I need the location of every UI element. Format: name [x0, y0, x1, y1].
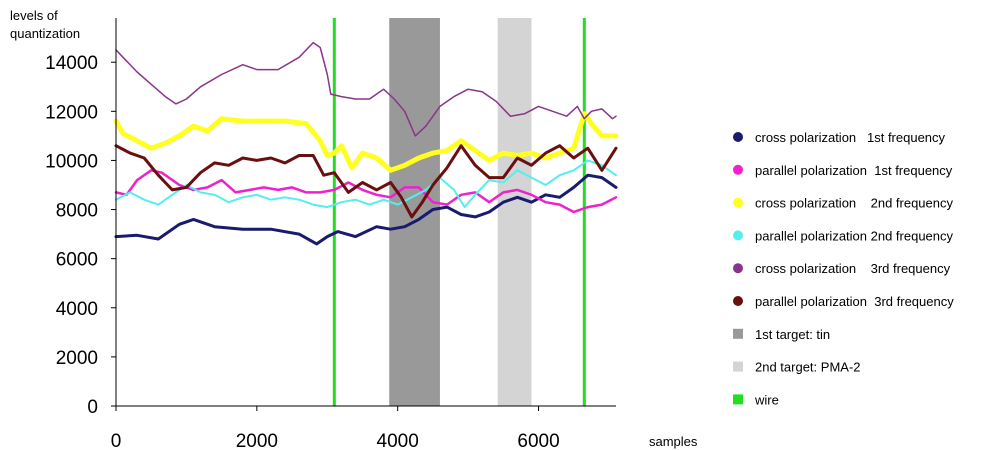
- series-line-6: [114, 144, 618, 219]
- y-axis-title-line-2: quantization: [10, 26, 80, 41]
- legend-swatch-1: [733, 132, 743, 142]
- series-line-5: [115, 41, 617, 137]
- wire-markers: [332, 18, 586, 406]
- legend-label-8: 2nd target: PMA-2: [755, 360, 861, 375]
- legend-label-7: 1st target: tin: [755, 327, 830, 342]
- series-line-4: [115, 159, 617, 209]
- x-tick-label: 6000: [517, 431, 559, 450]
- legend-label-2: parallel polarization 1st frequency: [755, 163, 953, 178]
- legend-swatch-6: [733, 296, 743, 306]
- y-tick-label: 8000: [56, 201, 98, 222]
- legend-swatch-4: [733, 230, 743, 241]
- y-tick-label: 10000: [45, 151, 98, 172]
- legend-swatch-9: [733, 394, 743, 405]
- legend-swatch-5: [733, 263, 743, 274]
- series-line-3: [113, 111, 619, 173]
- legend-label-4: parallel polarization 2nd frequency: [755, 228, 954, 243]
- x-tick-label: 2000: [236, 431, 278, 450]
- series-lines: [113, 41, 619, 246]
- legend-swatch-3: [733, 197, 743, 208]
- legend-label-6: parallel polarization 3rd frequency: [755, 294, 954, 309]
- y-tick-label: 14000: [45, 53, 98, 74]
- legend: cross polarization 1st frequency parallel…: [733, 130, 954, 407]
- x-tick-label: 4000: [377, 431, 419, 450]
- y-tick-label: 2000: [56, 348, 98, 369]
- y-axis-title-line-1: levels of: [10, 8, 58, 23]
- target-region-2: [497, 18, 532, 406]
- legend-label-3: cross polarization 2nd frequency: [755, 196, 953, 211]
- y-ticks: 0 2000 4000 6000 8000 10000 12000 14000: [45, 53, 116, 418]
- x-tick-label: 0: [111, 431, 122, 450]
- legend-swatch-2: [733, 164, 743, 175]
- series-line-2: [114, 169, 618, 214]
- legend-swatch-8: [733, 361, 743, 372]
- x-axis-title: samples: [649, 434, 698, 449]
- y-tick-label: 12000: [45, 102, 98, 123]
- y-tick-label: 6000: [56, 250, 98, 271]
- legend-swatch-7: [733, 328, 743, 339]
- axes: [115, 18, 616, 407]
- legend-label-9: wire: [754, 392, 779, 407]
- x-ticks: 0 2000 4000 6000: [111, 406, 560, 450]
- legend-label-1: cross polarization 1st frequency: [755, 130, 946, 145]
- legend-label-5: cross polarization 3rd frequency: [755, 261, 951, 276]
- y-tick-label: 4000: [56, 299, 98, 320]
- series-line-1: [114, 173, 618, 246]
- y-tick-label: 0: [87, 397, 98, 418]
